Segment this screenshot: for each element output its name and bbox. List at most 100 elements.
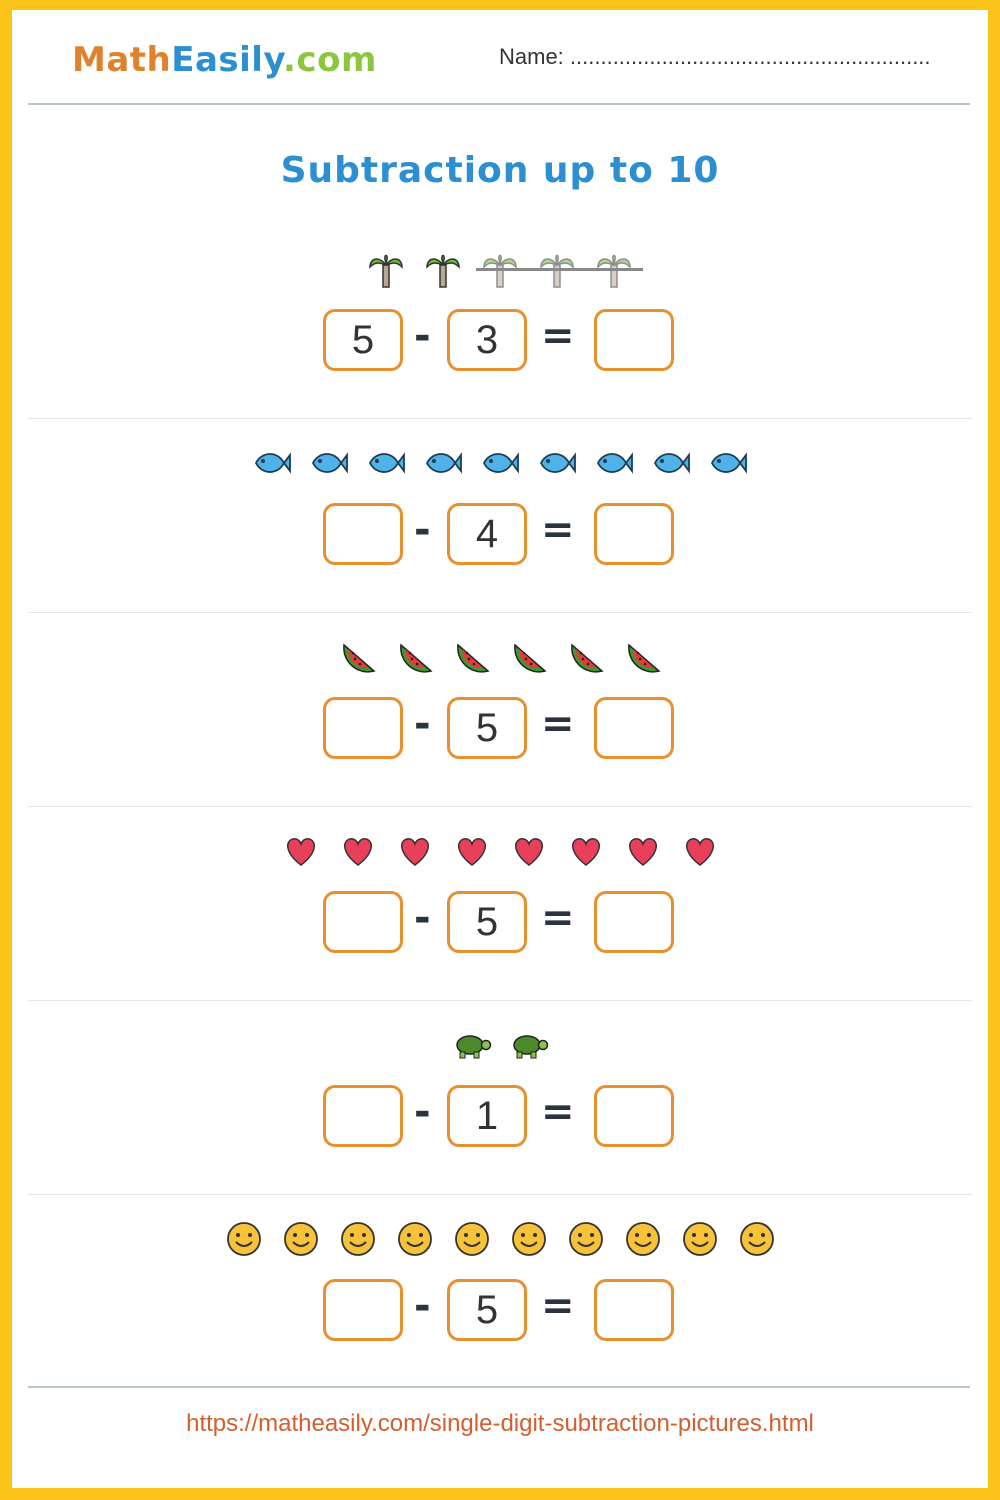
logo: MathEasily.com xyxy=(72,40,377,80)
smiley-icon xyxy=(737,1219,777,1259)
problem-row: -5 = xyxy=(12,1195,988,1389)
row-divider xyxy=(28,418,972,419)
fish-icon xyxy=(309,443,349,483)
minus-sign: - xyxy=(414,895,431,941)
heart-icon xyxy=(680,831,720,871)
equals-sign: = xyxy=(541,701,575,747)
fish-icon xyxy=(594,443,634,483)
fish-icon xyxy=(651,443,691,483)
row-divider xyxy=(28,612,972,613)
subtrahend-box[interactable]: 1 xyxy=(447,1085,527,1147)
heart-icon xyxy=(395,831,435,871)
problem-row: 5-3 = xyxy=(12,225,988,419)
problem-row: -5 = xyxy=(12,613,988,807)
minuend-box[interactable] xyxy=(323,697,403,759)
header-divider xyxy=(28,103,970,105)
minus-sign: - xyxy=(414,313,431,359)
answer-box[interactable] xyxy=(594,697,674,759)
subtrahend-box[interactable]: 5 xyxy=(447,697,527,759)
fish-icon xyxy=(537,443,577,483)
problem-row: -4 = xyxy=(12,419,988,613)
answer-box[interactable] xyxy=(594,1085,674,1147)
answer-box[interactable] xyxy=(594,1279,674,1341)
smiley-icon xyxy=(281,1219,321,1259)
smiley-icon xyxy=(680,1219,720,1259)
picture-group xyxy=(12,1025,988,1065)
equals-sign: = xyxy=(541,313,575,359)
heart-icon xyxy=(452,831,492,871)
row-divider xyxy=(28,1194,972,1195)
watermelon-icon xyxy=(338,637,378,677)
minuend-box[interactable] xyxy=(323,1085,403,1147)
equation: -5 = xyxy=(12,1279,988,1343)
worksheet: MathEasily.com Name: ...................… xyxy=(12,10,988,1488)
watermelon-icon xyxy=(623,637,663,677)
logo-com: .com xyxy=(283,40,377,80)
minus-sign: - xyxy=(414,507,431,553)
equation: -5 = xyxy=(12,697,988,761)
answer-box[interactable] xyxy=(594,309,674,371)
equation: -1 = xyxy=(12,1085,988,1149)
picture-group xyxy=(12,443,988,483)
equation: -4 = xyxy=(12,503,988,567)
smiley-icon xyxy=(566,1219,606,1259)
footer-url[interactable]: https://matheasily.com/single-digit-subt… xyxy=(186,1410,814,1437)
answer-box[interactable] xyxy=(594,891,674,953)
palm-tree-icon xyxy=(366,249,406,289)
fish-icon xyxy=(708,443,748,483)
minus-sign: - xyxy=(414,701,431,747)
watermelon-icon xyxy=(509,637,549,677)
minuend-box[interactable] xyxy=(323,1279,403,1341)
watermelon-icon xyxy=(452,637,492,677)
equals-sign: = xyxy=(541,895,575,941)
smiley-icon xyxy=(338,1219,378,1259)
equals-sign: = xyxy=(541,1283,575,1329)
turtle-icon xyxy=(452,1025,492,1065)
problem-row: -1 = xyxy=(12,1001,988,1195)
smiley-icon xyxy=(509,1219,549,1259)
palm-tree-icon xyxy=(537,249,577,289)
fish-icon xyxy=(480,443,520,483)
minuend-box[interactable]: 5 xyxy=(323,309,403,371)
turtle-icon xyxy=(509,1025,549,1065)
logo-easily: Easily xyxy=(171,40,284,80)
fish-icon xyxy=(366,443,406,483)
answer-box[interactable] xyxy=(594,503,674,565)
palm-tree-icon xyxy=(423,249,463,289)
heart-icon xyxy=(623,831,663,871)
equals-sign: = xyxy=(541,1089,575,1135)
fish-icon xyxy=(252,443,292,483)
watermelon-icon xyxy=(566,637,606,677)
name-field[interactable]: Name: ..................................… xyxy=(499,44,931,69)
subtrahend-box[interactable]: 5 xyxy=(447,1279,527,1341)
smiley-icon xyxy=(395,1219,435,1259)
subtrahend-box[interactable]: 4 xyxy=(447,503,527,565)
watermelon-icon xyxy=(395,637,435,677)
picture-group xyxy=(12,637,988,677)
heart-icon xyxy=(338,831,378,871)
minuend-box[interactable] xyxy=(323,503,403,565)
heart-icon xyxy=(281,831,321,871)
footer-divider xyxy=(28,1386,970,1388)
fish-icon xyxy=(423,443,463,483)
equals-sign: = xyxy=(541,507,575,553)
subtrahend-box[interactable]: 5 xyxy=(447,891,527,953)
heart-icon xyxy=(509,831,549,871)
minus-sign: - xyxy=(414,1089,431,1135)
smiley-icon xyxy=(224,1219,264,1259)
smiley-icon xyxy=(452,1219,492,1259)
palm-tree-icon xyxy=(594,249,634,289)
picture-group xyxy=(12,249,988,289)
problem-row: -5 = xyxy=(12,807,988,1001)
row-divider xyxy=(28,806,972,807)
page-title: Subtraction up to 10 xyxy=(280,150,720,191)
row-divider xyxy=(28,1000,972,1001)
minuend-box[interactable] xyxy=(323,891,403,953)
minus-sign: - xyxy=(414,1283,431,1329)
heart-icon xyxy=(566,831,606,871)
subtrahend-box[interactable]: 3 xyxy=(447,309,527,371)
smiley-icon xyxy=(623,1219,663,1259)
picture-group xyxy=(12,1219,988,1259)
palm-tree-icon xyxy=(480,249,520,289)
picture-group xyxy=(12,831,988,871)
